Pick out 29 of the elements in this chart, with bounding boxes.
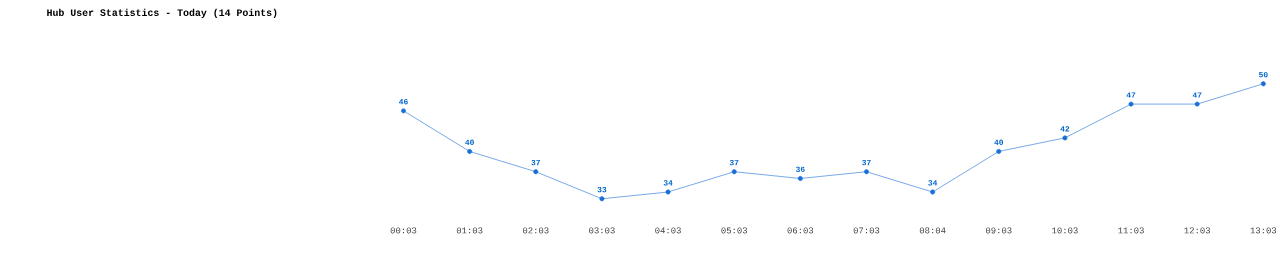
x-tick-label: 11:03: [1118, 227, 1144, 234]
point: [401, 108, 406, 114]
point: [533, 169, 539, 175]
x-tick-label: 03:03: [589, 227, 615, 234]
x-tick-label: 09:03: [985, 227, 1012, 234]
point: [599, 196, 605, 202]
point: [1260, 81, 1266, 87]
x-tick-label: 12:03: [1184, 227, 1210, 234]
x-tick-label: 04:03: [655, 227, 681, 234]
point: [467, 149, 473, 155]
point: [731, 169, 737, 175]
text: Hub User Statistics - Today (14 Points): [47, 8, 277, 19]
point: [797, 176, 803, 182]
x-tick-label: 10:03: [1052, 227, 1078, 234]
point: [864, 169, 869, 175]
point: [1128, 101, 1134, 107]
x-tick-label: 02:03: [522, 227, 549, 234]
point: [1194, 101, 1200, 107]
x-tick-label: 01:03: [456, 227, 483, 234]
point: [1062, 135, 1068, 141]
x-tick-label: 00:03: [390, 227, 417, 234]
x-tick-label: 06:03: [787, 227, 814, 234]
x-tick-label: 08:04: [919, 227, 946, 234]
point: [996, 149, 1002, 155]
x-tick-label: 05:03: [721, 227, 747, 234]
point: [930, 189, 936, 195]
point: [665, 189, 671, 195]
x-tick-label: 13:03: [1250, 227, 1277, 234]
x-tick-label: 07:03: [853, 227, 880, 234]
